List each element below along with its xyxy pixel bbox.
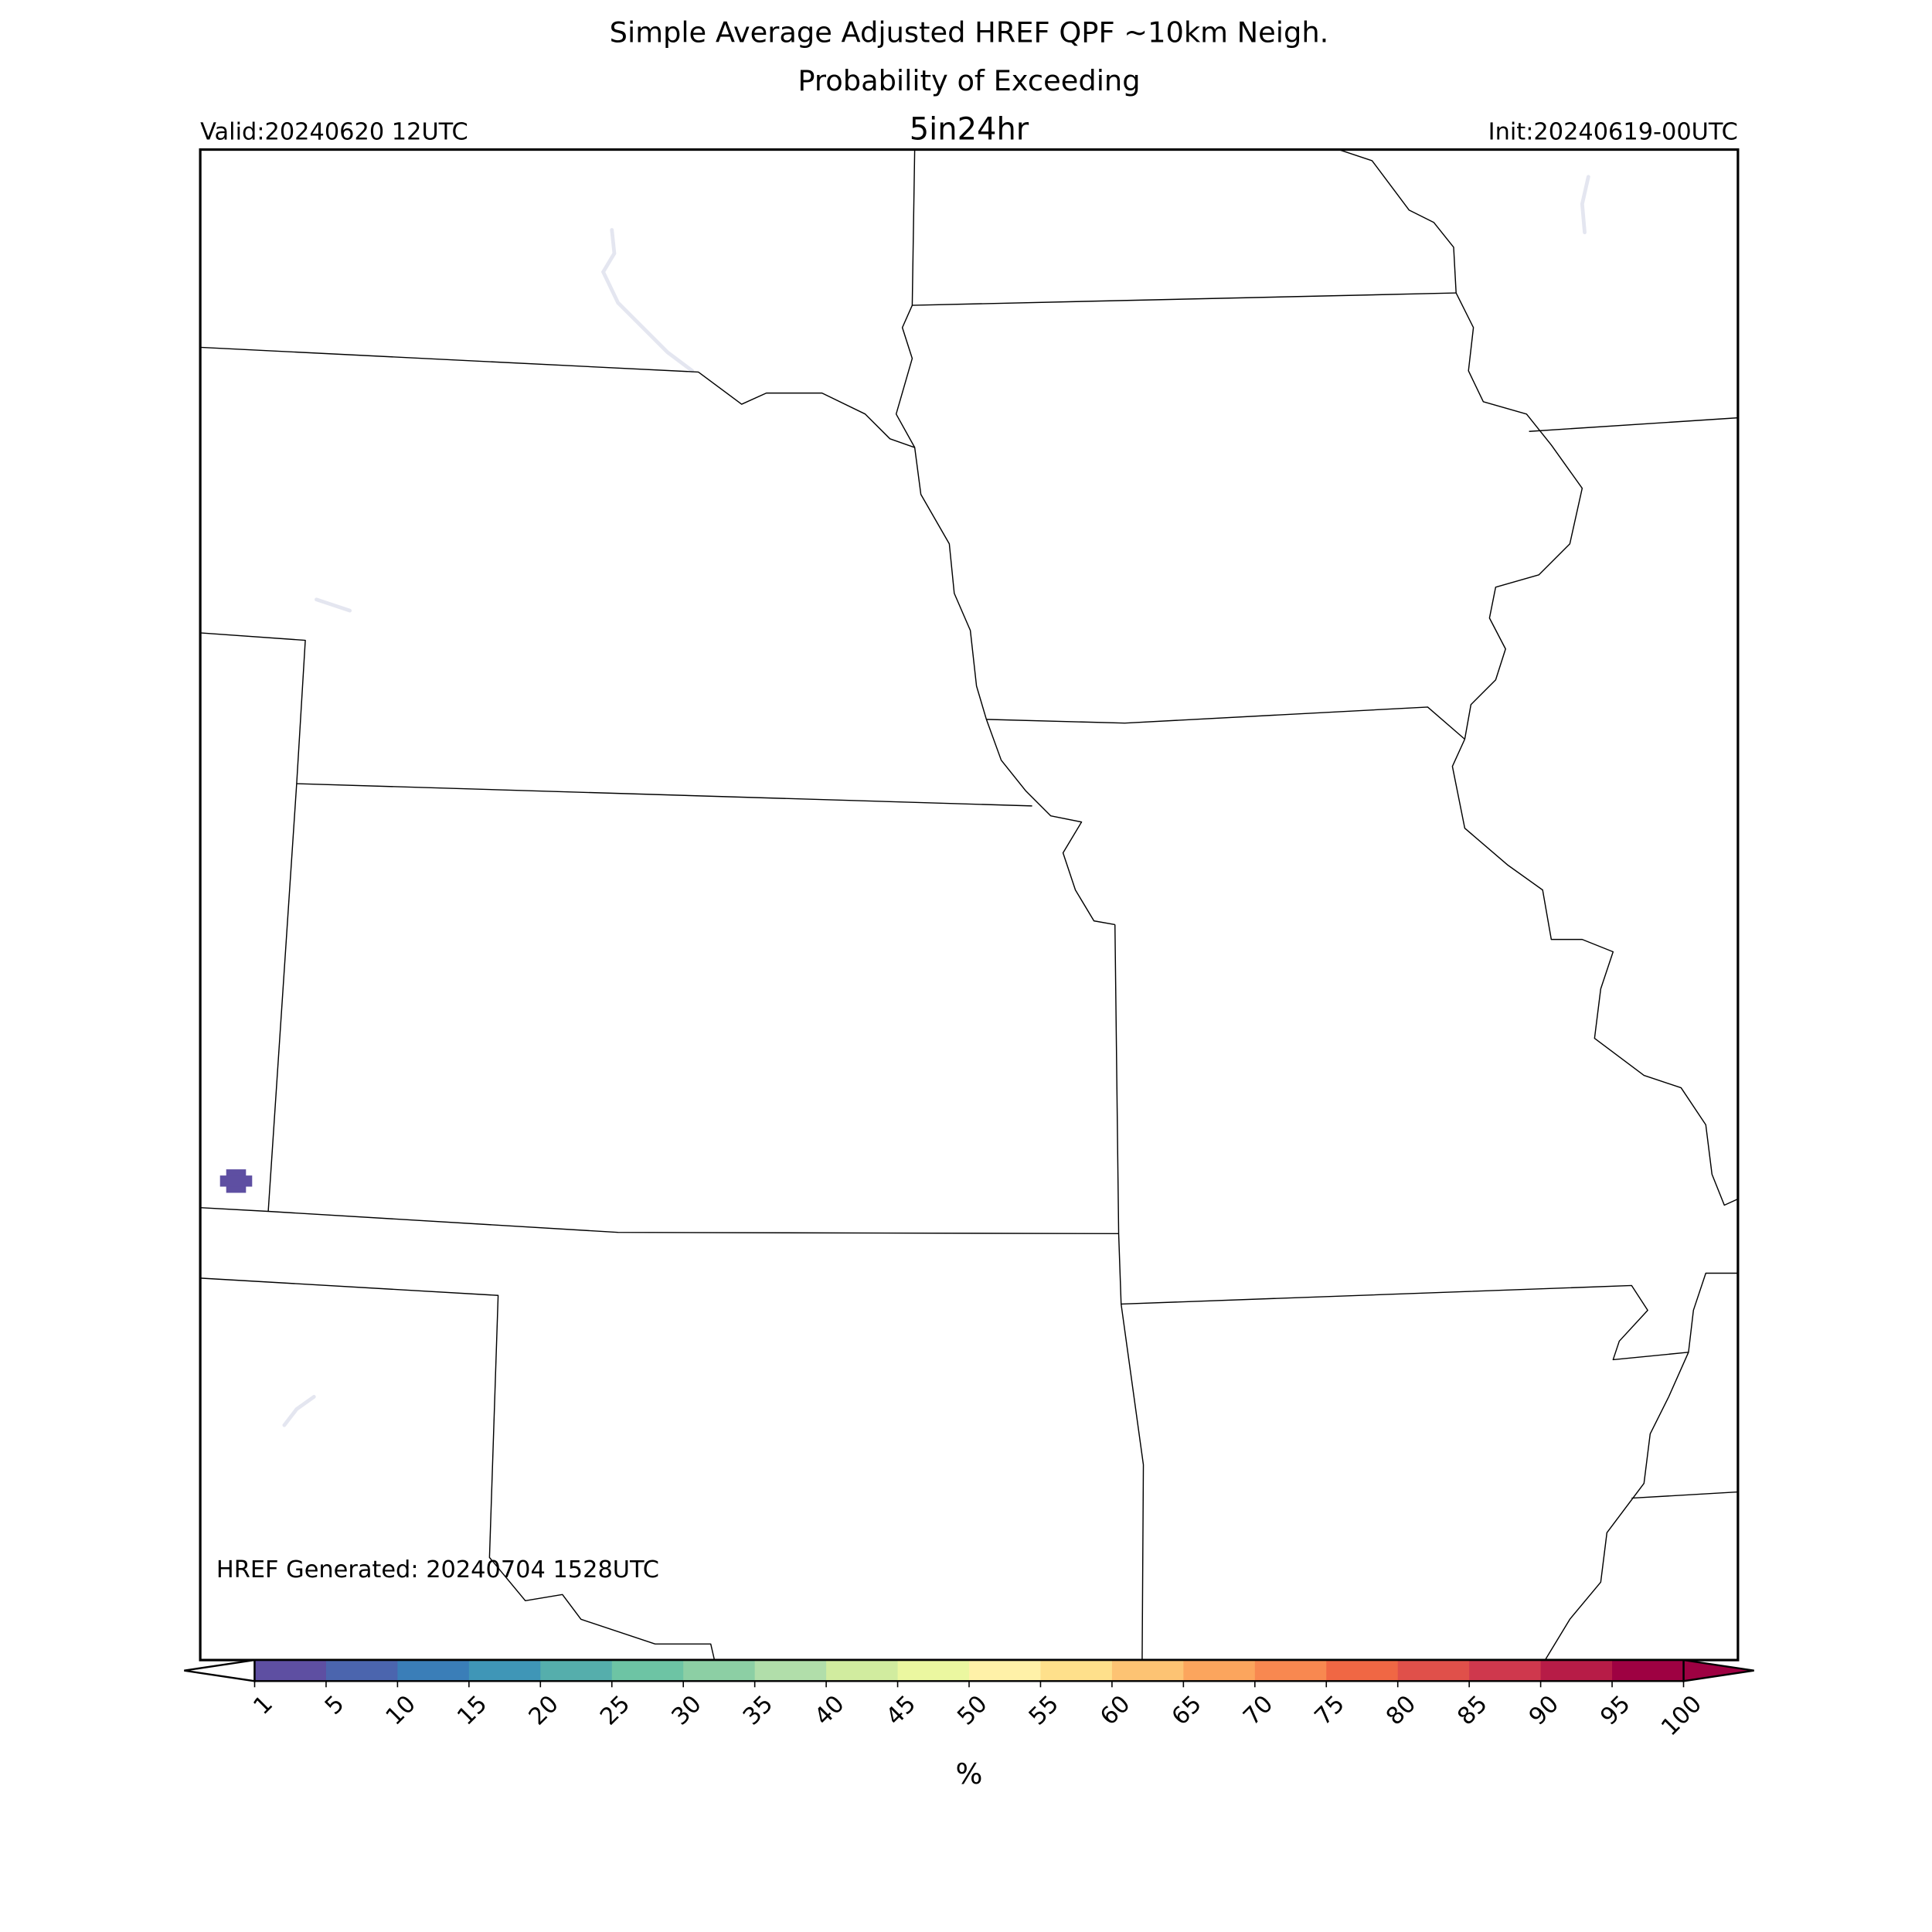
colorbar-segment [1612,1660,1685,1682]
colorbar-segment [1254,1660,1328,1682]
colorbar-tick-label: 60 [1095,1690,1135,1730]
colorbar-tick-label: 15 [452,1690,492,1730]
colorbar-tick-label: 95 [1595,1690,1635,1730]
subtitle: Probability of Exceeding [798,64,1140,97]
colorbar-segment [468,1660,542,1682]
colorbar-segment [1540,1660,1613,1682]
colorbar-segment [254,1660,327,1682]
colorbar-segment [397,1660,470,1682]
colorbar-under [184,1658,256,1682]
lake [282,1395,316,1427]
map-frame [199,148,1740,1662]
colorbar-segment [540,1660,613,1682]
colorbar-tick-label: 20 [524,1690,564,1730]
colorbar-segment [968,1660,1042,1682]
probability-cell [219,1175,253,1187]
colorbar-tick-label: 70 [1238,1690,1278,1730]
lake [600,228,695,373]
valid-time: Valid:20240620 12UTC [200,119,468,146]
colorbar-segment [1326,1660,1399,1682]
colorbar-tick-label: 50 [952,1690,992,1730]
colorbar-segment [1183,1660,1256,1682]
state-borders [200,148,1739,1661]
colorbar-tick-label: 25 [595,1690,635,1730]
colorbar-label: % [956,1757,983,1791]
colorbar-tick-label: 40 [810,1690,850,1730]
colorbar-tick-label: 90 [1524,1690,1564,1730]
colorbar-tick-label: 100 [1656,1690,1707,1741]
colorbar-tick-label: 1 [249,1690,278,1719]
colorbar-tick-label: 65 [1167,1690,1207,1730]
colorbar-segment [1469,1660,1542,1682]
colorbar-segment [683,1660,756,1682]
colorbar-tick-label: 75 [1310,1690,1350,1730]
generated-note: HREF Generated: 20240704 1528UTC [216,1556,659,1583]
colorbar-tick-label: 10 [381,1690,421,1730]
colorbar-tick-label: 55 [1024,1690,1064,1730]
colorbar-segment [826,1660,899,1682]
colorbar-over [1682,1658,1754,1682]
threshold: 5in24hr [910,112,1029,148]
colorbar-segment [1397,1660,1470,1682]
colorbar: 1 5 10 15 20 25 30 35 40 45 50 55 60 65 70 75 80 85 90 95 10… [184,1658,1754,1741]
colorbar-segment [611,1660,684,1682]
lake [315,597,352,613]
colorbar-segment [1111,1660,1185,1682]
colorbar-segment [897,1660,970,1682]
title: Simple Average Adjusted HREF QPF ~10km N… [610,15,1329,49]
colorbar-tick-label: 85 [1453,1690,1493,1730]
colorbar-segment [325,1660,399,1682]
colorbar-tick-label: 80 [1381,1690,1421,1730]
colorbar-segment [1040,1660,1113,1682]
init-time: Init:20240619-00UTC [1488,119,1738,146]
colorbar-tick-label: 5 [320,1690,349,1719]
colorbar-tick-label: 45 [881,1690,921,1730]
colorbar-tick-label: 35 [738,1690,778,1730]
map: HREF Generated: 20240704 1528UTC [199,148,1740,1662]
lake [1580,175,1590,235]
colorbar-segment [754,1660,827,1682]
colorbar-tick-label: 30 [667,1690,707,1730]
